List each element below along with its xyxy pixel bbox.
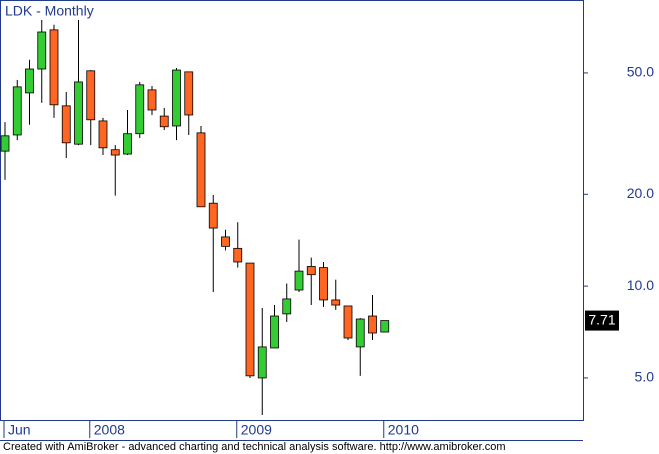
candle-body	[196, 132, 206, 208]
candle-body	[282, 298, 292, 315]
candle-body	[49, 29, 59, 106]
candle-body	[0, 135, 10, 152]
candle-body	[343, 305, 353, 339]
candle-body	[380, 320, 390, 333]
candle-body	[368, 315, 377, 334]
candle-body	[294, 270, 304, 291]
y-tick-label: 50.0	[627, 64, 654, 80]
candle-body	[331, 299, 341, 306]
candle-body	[221, 236, 230, 247]
candle-body	[184, 71, 194, 116]
candle-body	[147, 89, 157, 111]
x-tick-label: 2009	[241, 422, 272, 438]
x-tick-label: 2010	[388, 422, 419, 438]
candle-body	[98, 120, 108, 149]
candle-body	[257, 346, 267, 379]
candle-body	[355, 318, 365, 348]
chart-title: LDK - Monthly	[5, 3, 94, 19]
y-tick-label: 10.0	[627, 277, 654, 293]
x-tick-label: 2008	[94, 422, 125, 438]
candle-body	[159, 115, 169, 128]
candle-body	[123, 133, 132, 155]
candle-body	[270, 315, 279, 349]
candle-body	[37, 31, 47, 70]
candle-body	[319, 267, 328, 301]
candle-body	[135, 84, 145, 135]
candle-body	[172, 69, 181, 127]
candle-body	[61, 105, 71, 144]
y-tick-label: 5.0	[635, 369, 655, 385]
candle-body	[306, 266, 316, 276]
candle-body	[208, 202, 218, 229]
candle-body	[74, 81, 83, 145]
candle-body	[12, 86, 22, 136]
caption: Created with AmiBroker - advanced charti…	[3, 441, 506, 453]
last-price-box	[585, 310, 619, 331]
y-tick-label: 20.0	[627, 185, 654, 201]
last-price-label: 7.71	[588, 311, 615, 327]
plot-frame	[0, 0, 584, 421]
candle-body	[233, 247, 243, 263]
candle-body	[110, 149, 120, 156]
x-tick-label: Jun	[8, 422, 31, 438]
candle-body	[245, 262, 255, 377]
candle-body	[86, 70, 96, 121]
candle-body	[25, 68, 34, 94]
